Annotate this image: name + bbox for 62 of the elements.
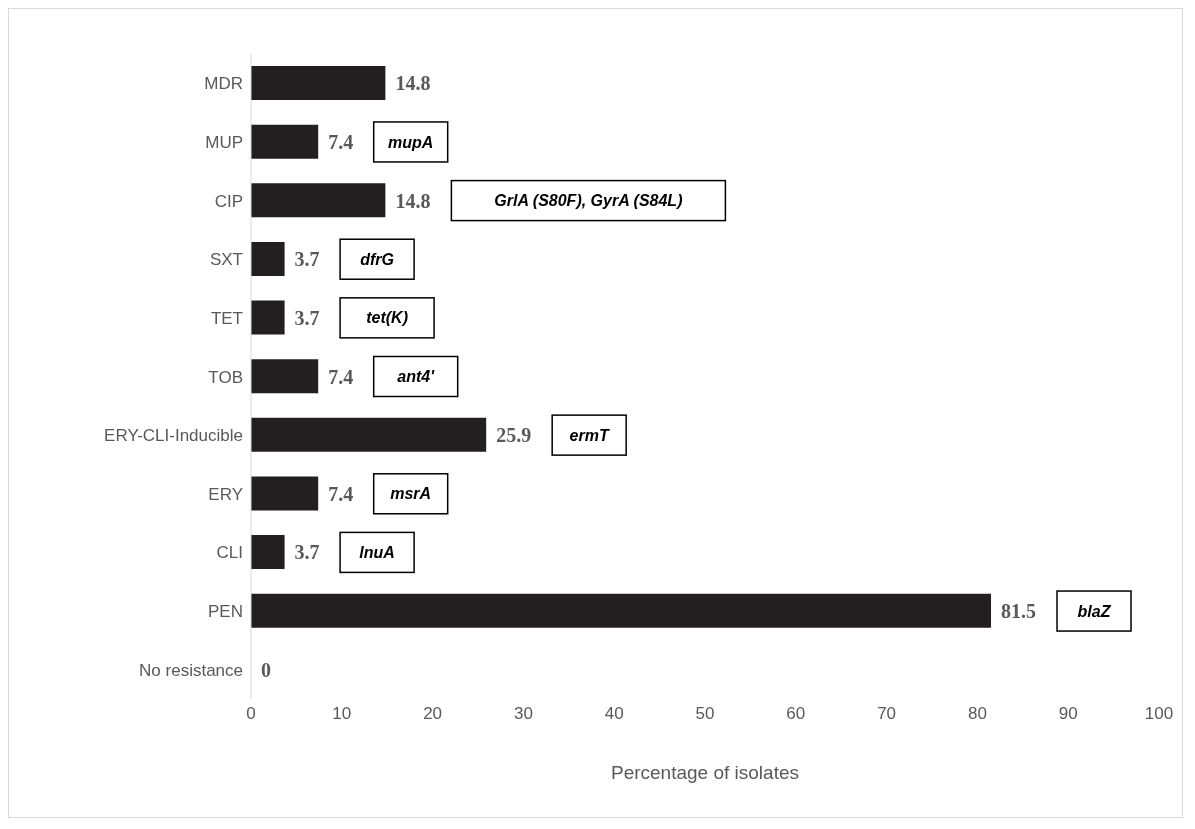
annotation: dfrG: [360, 250, 394, 268]
data-label: 7.4: [328, 482, 354, 505]
x-tick-label: 90: [1058, 704, 1078, 724]
x-tick-label: 30: [513, 704, 533, 724]
x-tick-label: 10: [332, 704, 352, 724]
y-tick-label: MUP: [205, 132, 243, 152]
x-tick-label: 40: [604, 704, 624, 724]
label-box: blaZ: [1056, 590, 1132, 632]
annotation: blaZ: [1077, 602, 1112, 620]
label-box: ant4': [372, 355, 459, 398]
y-tick-label: ERY-CLI-Inducible: [104, 426, 243, 446]
data-label: 3.7: [294, 541, 320, 564]
y-tick-label: No resistance: [139, 660, 243, 680]
data-label: 3.7: [294, 248, 320, 271]
y-tick-label: SXT: [209, 250, 243, 270]
label-box: mupA: [372, 121, 449, 163]
annotation: tet(K): [366, 309, 408, 327]
x-axis-title: Percentage of isolates: [610, 762, 800, 783]
y-tick-label: CLI: [216, 543, 243, 563]
bar: [251, 476, 319, 511]
x-tick-label: 60: [786, 704, 806, 724]
label-box: dfrG: [339, 238, 415, 280]
data-label: 14.8: [395, 189, 431, 212]
bar: [251, 66, 386, 100]
bar: [251, 300, 285, 335]
label-box: msrA: [372, 473, 449, 515]
y-tick-label: TOB: [208, 367, 243, 387]
label-box: ermT: [551, 414, 627, 456]
x-tick-label: 100: [1144, 704, 1174, 724]
annotation: lnuA: [359, 544, 395, 562]
x-tick-label: 50: [695, 704, 715, 724]
annotation: GrlA (S80F), GyrA (S84L): [494, 192, 683, 210]
data-label: 7.4: [328, 365, 354, 388]
annotation: msrA: [390, 485, 432, 503]
y-tick-label: TET: [210, 308, 243, 328]
x-tick-label: 70: [877, 704, 897, 724]
bar: [251, 535, 285, 570]
bar: [251, 359, 319, 394]
bar: [251, 124, 319, 159]
label-box: lnuA: [339, 531, 415, 574]
y-tick-label: MDR: [204, 74, 243, 94]
y-tick-label: PEN: [208, 602, 243, 622]
data-label: 25.9: [496, 424, 532, 447]
x-tick-label: 20: [423, 704, 443, 724]
bar: [251, 593, 992, 628]
label-box: tet(K): [339, 297, 435, 339]
data-label: 3.7: [294, 306, 320, 329]
y-tick-label: CIP: [214, 191, 243, 211]
bar: [251, 241, 285, 276]
data-label: 14.8: [395, 72, 431, 95]
x-tick-label: 0: [246, 704, 256, 724]
data-label: 81.5: [1001, 600, 1037, 623]
x-tick-label: 80: [967, 704, 987, 724]
label-box: GrlA (S80F), GyrA (S84L): [450, 179, 727, 222]
bar: [251, 183, 386, 218]
annotation: mupA: [388, 133, 434, 151]
data-label: 7.4: [328, 130, 354, 153]
annotation: ermT: [569, 426, 610, 444]
annotation: ant4': [397, 368, 436, 386]
y-tick-label: ERY: [208, 484, 243, 504]
bar: [251, 417, 487, 452]
data-label: 0: [261, 658, 271, 681]
